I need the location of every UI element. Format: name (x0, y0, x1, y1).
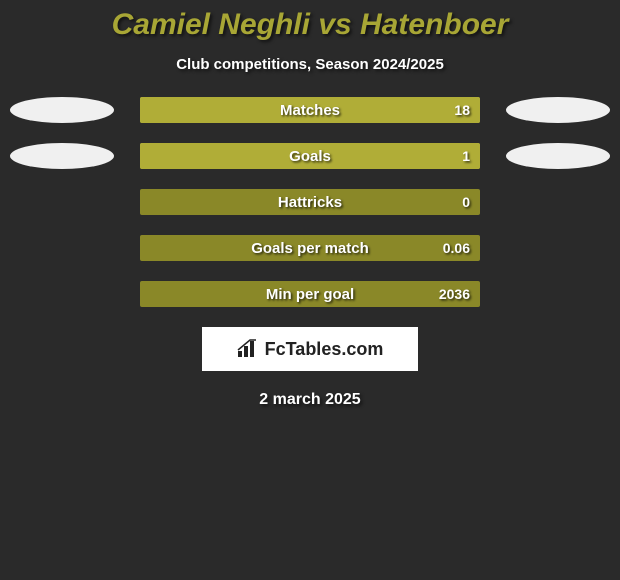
stat-rows-container: Matches18 Goals1 Hattricks0 Goals per match… (0, 97, 620, 307)
stat-value: 18 (454, 97, 470, 123)
right-ellipse (506, 97, 610, 123)
stat-bar: Goals1 (140, 143, 480, 169)
stat-label: Hattricks (140, 189, 480, 215)
right-ellipse (506, 143, 610, 169)
brand-logo: FcTables.com (202, 327, 418, 371)
stat-value: 0.06 (443, 235, 470, 261)
stat-row: Hattricks0 (10, 189, 610, 215)
comparison-subtitle: Club competitions, Season 2024/2025 (0, 56, 620, 73)
stat-value: 2036 (439, 281, 470, 307)
stat-label: Min per goal (140, 281, 480, 307)
stat-row: Matches18 (10, 97, 610, 123)
brand-text: FcTables.com (265, 339, 384, 360)
stat-row: Min per goal2036 (10, 281, 610, 307)
stat-bar: Min per goal2036 (140, 281, 480, 307)
stat-value: 0 (462, 189, 470, 215)
stat-bar: Hattricks0 (140, 189, 480, 215)
left-ellipse (10, 143, 114, 169)
stat-label: Goals per match (140, 235, 480, 261)
date-text: 2 march 2025 (0, 391, 620, 409)
stat-bar: Matches18 (140, 97, 480, 123)
stat-value: 1 (462, 143, 470, 169)
stat-row: Goals1 (10, 143, 610, 169)
bar-chart-icon (237, 339, 259, 359)
stat-label: Matches (140, 97, 480, 123)
left-ellipse (10, 97, 114, 123)
stat-row: Goals per match0.06 (10, 235, 610, 261)
stat-bar: Goals per match0.06 (140, 235, 480, 261)
stat-label: Goals (140, 143, 480, 169)
comparison-title: Camiel Neghli vs Hatenboer (0, 8, 620, 42)
